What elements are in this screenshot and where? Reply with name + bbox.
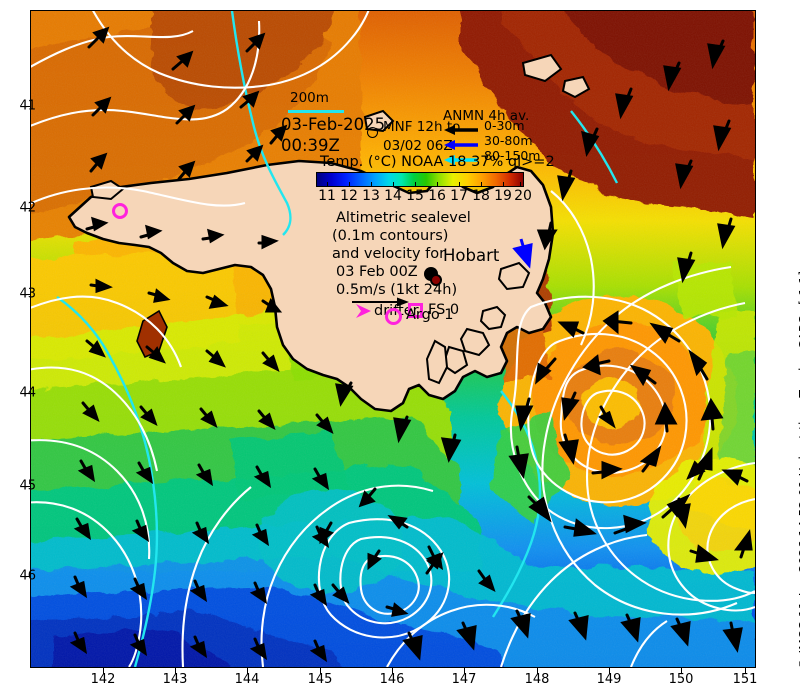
image-time: 00:39Z bbox=[281, 136, 340, 155]
y-tickmark bbox=[24, 106, 30, 107]
anmn-depth-80-150m bbox=[444, 151, 480, 165]
x-tickmark bbox=[537, 668, 538, 674]
mnf-label-line2: 03/02 06Z bbox=[383, 138, 453, 154]
fs-marker-icon bbox=[408, 303, 423, 318]
fs-label: FS 0 bbox=[428, 302, 460, 318]
isobath-key-line bbox=[288, 110, 344, 113]
anmn-depth-0-30m-label: 0-30m bbox=[484, 118, 525, 133]
black-arrow-icon bbox=[444, 125, 478, 135]
y-tickmark bbox=[24, 208, 30, 209]
colorbar-tick-20: 20 bbox=[514, 188, 532, 204]
velocity-scale-arrow bbox=[352, 293, 410, 307]
y-tickmark bbox=[24, 576, 30, 577]
credit-text: © IMOS 11-Jan-2026 14:52:09 Hobart time … bbox=[796, 270, 800, 670]
argo-marker-icon bbox=[385, 308, 402, 325]
altimetry-line-1: Altimetric sealevel bbox=[336, 210, 471, 226]
anmn-mooring-arrow bbox=[512, 238, 533, 269]
colorbar-tick-15: 15 bbox=[406, 188, 424, 204]
mnf-marker-icon bbox=[367, 127, 378, 138]
x-tickmark bbox=[681, 668, 682, 674]
altimetry-line-3: and velocity for bbox=[332, 246, 446, 262]
image-date: 03-Feb-2025 bbox=[281, 115, 386, 134]
x-tick-144: 144 bbox=[234, 672, 260, 687]
anmn-depth-30-80m-label: 30-80m bbox=[484, 133, 533, 148]
blue-arrow-icon bbox=[444, 140, 478, 150]
anmn-depth-80-150m-label: 80-150m bbox=[484, 148, 541, 163]
credit-block: © IMOS 11-Jan-2026 14:52:09 Hobart time … bbox=[780, 0, 800, 700]
colorbar-tick-19: 19 bbox=[494, 188, 512, 204]
cyan-arrow-icon bbox=[444, 155, 478, 165]
x-tick-142: 142 bbox=[90, 672, 116, 687]
x-tick-147: 147 bbox=[451, 672, 477, 687]
x-tickmark bbox=[247, 668, 248, 674]
tasmania-landmass bbox=[67, 53, 591, 413]
colorbar-tick-18: 18 bbox=[472, 188, 490, 204]
altimetry-line-4: 03 Feb 00Z bbox=[336, 264, 418, 280]
temperature-colorbar bbox=[316, 172, 524, 187]
mnf-label-line1: MNF 12h to bbox=[383, 119, 461, 135]
altimetry-line-2: (0.1m contours) bbox=[332, 228, 449, 244]
colorbar-tick-14: 14 bbox=[384, 188, 402, 204]
colorbar-tick-13: 13 bbox=[362, 188, 380, 204]
altimetry-line-5: 0.5m/s (1kt 24h) bbox=[336, 282, 458, 298]
x-tick-145: 145 bbox=[307, 672, 333, 687]
x-tickmark bbox=[609, 668, 610, 674]
argo-float-on-map[interactable] bbox=[112, 203, 128, 219]
city-label-hobart: Hobart bbox=[443, 246, 500, 265]
x-tickmark bbox=[392, 668, 393, 674]
x-tickmark bbox=[103, 668, 104, 674]
drifter-chevron-icon bbox=[356, 304, 371, 318]
hobart-marker-inner bbox=[430, 274, 442, 286]
x-tickmark bbox=[175, 668, 176, 674]
x-tick-148: 148 bbox=[524, 672, 550, 687]
colorbar-tick-16: 16 bbox=[428, 188, 446, 204]
argo-label: Argo 1 bbox=[406, 307, 454, 323]
colorbar-title: Temp. (°C) NOAA 18 37% ql>=2 bbox=[320, 154, 555, 170]
scale-arrow-icon bbox=[352, 297, 409, 307]
x-tick-151: 151 bbox=[732, 672, 758, 687]
y-tickmark bbox=[24, 294, 30, 295]
colorbar-tick-11: 11 bbox=[318, 188, 336, 204]
colorbar-tick-12: 12 bbox=[340, 188, 358, 204]
x-tickmark bbox=[464, 668, 465, 674]
drifter-marker-icon bbox=[355, 303, 373, 319]
x-tick-149: 149 bbox=[596, 672, 622, 687]
x-tickmark bbox=[745, 668, 746, 674]
velocity-arrows bbox=[69, 26, 753, 663]
anmn-title: ANMN 4h av. bbox=[443, 108, 530, 124]
y-tickmark bbox=[24, 393, 30, 394]
x-tick-146: 146 bbox=[379, 672, 405, 687]
colorbar-tick-17: 17 bbox=[450, 188, 468, 204]
map-plot[interactable] bbox=[30, 10, 756, 668]
x-tick-150: 150 bbox=[668, 672, 694, 687]
y-tickmark bbox=[24, 486, 30, 487]
isobath-label: 200m bbox=[290, 90, 329, 106]
map-canvas bbox=[31, 11, 755, 667]
x-tickmark bbox=[320, 668, 321, 674]
anmn-depth-0-30m bbox=[444, 121, 480, 135]
anmn-depth-30-80m bbox=[444, 136, 480, 150]
x-tick-143: 143 bbox=[162, 672, 188, 687]
